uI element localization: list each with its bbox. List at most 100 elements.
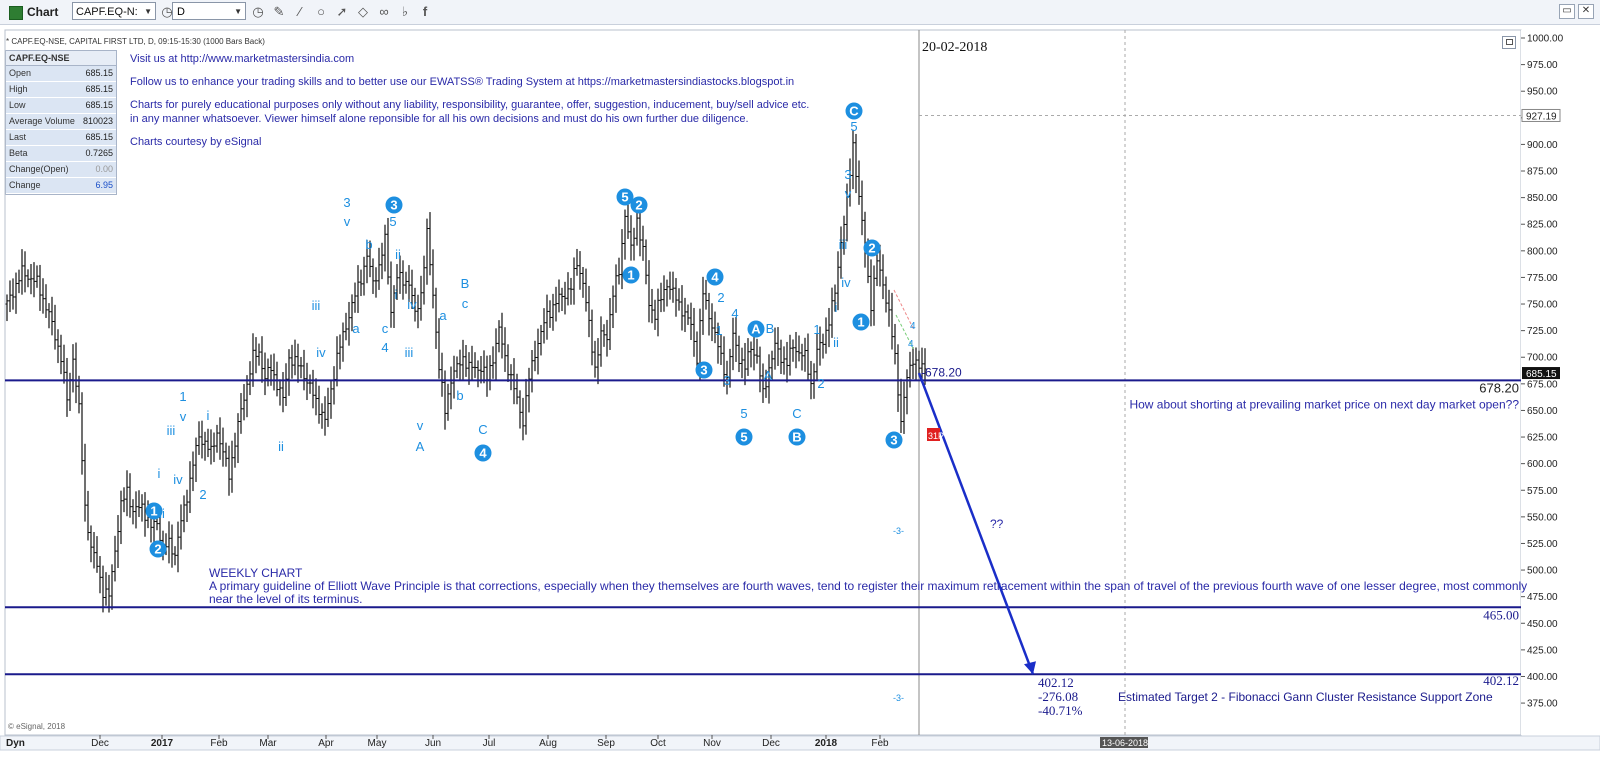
price-bar [182,495,186,533]
wave-label: i [835,300,838,315]
eraser-icon[interactable]: ◇ [358,4,368,19]
price-bar [404,271,408,294]
price-bar [557,279,561,313]
brush-icon[interactable]: ∕ [298,4,302,19]
price-bar [365,239,369,284]
price-bar [749,341,753,368]
y-tick-label: 600.00 [1527,459,1558,470]
wave-circle-label: B [792,430,801,445]
y-tick-label: 850.00 [1527,193,1558,204]
price-bar [302,349,306,391]
target-text: Estimated Target 2 - Fibonacci Gann Clus… [1118,690,1493,704]
price-bar [638,201,642,257]
price-bar [392,285,396,329]
wave-label: 3 [844,167,851,182]
price-bar [161,530,165,561]
target-pct: -40.71% [1038,703,1083,718]
pencil-icon[interactable]: ✎ [273,4,285,19]
wave-label: a [439,308,447,323]
price-bar [518,390,522,429]
qq-label: ?? [990,517,1004,531]
price-bar [857,160,861,205]
price-bar [572,257,576,305]
chevron-down-icon[interactable]: ▼ [234,7,242,16]
wave-label: 1 [715,323,722,338]
price-bar [254,337,258,374]
price-bar [191,451,195,492]
price-bar [665,279,669,307]
price-bar [272,353,276,391]
high-price-tag [1521,108,1561,122]
price-bar [593,340,597,378]
y-tick-label: 975.00 [1527,60,1558,71]
price-bar [263,352,267,396]
cursor-icon[interactable]: ➚ [336,4,348,19]
price-bar [257,343,261,366]
quote-label: Open [9,68,32,78]
price-bar [479,356,483,384]
restore-button[interactable]: ▭ [1559,4,1575,19]
price-bar [641,225,645,261]
circle-icon[interactable]: ○ [317,4,325,19]
price-bar [821,333,825,359]
quote-row: Low 685.15 [6,98,116,114]
pti-text: 31PTI [928,431,952,441]
price-bar [896,344,900,412]
price-bar [119,490,123,545]
price-bar [122,487,126,513]
price-bar [236,413,240,464]
price-bar [467,352,471,385]
price-bar [62,344,66,384]
price-bar [380,242,384,280]
price-bar [887,289,891,327]
chevron-down-icon[interactable]: ▼ [144,7,152,16]
price-bar [548,300,552,328]
facebook-icon[interactable]: f [422,4,428,19]
maximize-pane-button[interactable] [1502,36,1516,49]
price-bar [17,269,21,294]
price-bar [296,343,300,383]
y-tick-label: 450.00 [1527,619,1558,630]
price-bar [86,490,90,541]
price-bar [659,282,663,313]
wave-label: 1 [179,389,186,404]
y-tick-label: 800.00 [1527,246,1558,257]
price-bar [386,217,390,285]
price-bar [488,355,492,391]
high-price-tag-label: 927.19 [1526,111,1557,122]
y-tick-label: 775.00 [1527,273,1558,284]
timeframe-select[interactable]: D ▼ [172,2,246,20]
price-bar [854,133,858,194]
price-bar [224,442,228,467]
price-bar [104,572,108,606]
wave-circle: 2 [863,239,881,257]
quote-value: 810023 [82,116,113,126]
price-bar [152,513,156,544]
clock-icon[interactable]: ◷ [252,4,264,19]
pti-tag: 31PTI [927,428,952,441]
price-bar [44,284,48,318]
price-bar [425,218,429,285]
price-bar [359,269,363,297]
quote-panel: CAPF.EQ-NSE Open 685.15 High 685.15 Low 685… [5,50,117,195]
wave-label: 3 [343,195,350,210]
close-button[interactable]: ✕ [1578,4,1594,19]
clock-icon[interactable]: ◷ [161,4,173,19]
wave-label: 4 [910,321,916,332]
y-tick-label: 875.00 [1527,167,1558,178]
price-bar [290,344,294,379]
wave-label: iii [839,237,848,252]
price-bar [746,338,750,376]
link-icon[interactable]: ∞ [379,4,389,19]
wave-circle: 5 [735,428,753,446]
price-bar [317,385,321,424]
y-tick-label: 650.00 [1527,406,1558,417]
price-bar [176,521,180,573]
price-bar [113,535,117,582]
price-bar [845,183,849,242]
price-bar [110,564,114,610]
y-axis-panel [1521,30,1600,735]
x-tick-label: Nov [703,738,721,749]
twitter-icon[interactable]: ♭ [401,4,409,19]
symbol-input[interactable]: CAPF.EQ-N: ▼ [72,2,156,20]
